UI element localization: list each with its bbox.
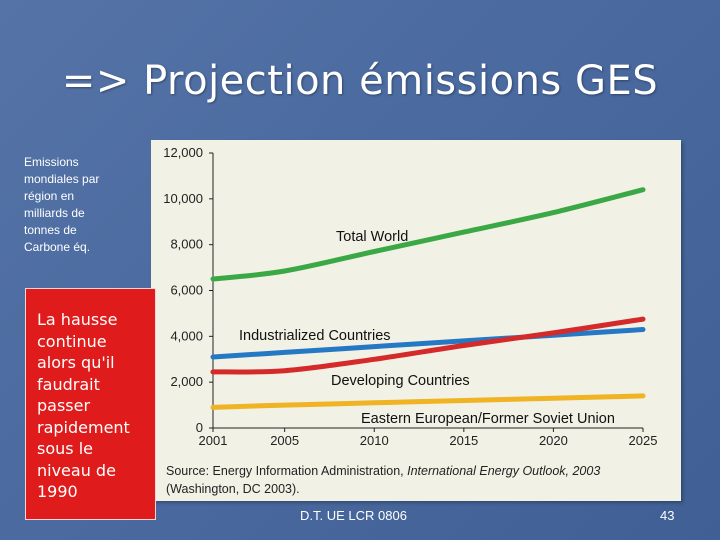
callout-line: faudrait (37, 374, 100, 394)
y-tick-label: 0 (196, 420, 203, 435)
side-note-line: mondiales par (24, 172, 100, 186)
y-tick-label: 6,000 (170, 283, 203, 298)
callout-line: rapidement (37, 417, 130, 437)
x-tick-label: 2010 (360, 433, 389, 448)
side-note: Emissions mondiales par région en millia… (24, 154, 124, 256)
y-tick-label: 2,000 (170, 374, 203, 389)
side-note-line: milliards de (24, 206, 85, 220)
side-note-line: tonnes de (24, 223, 77, 237)
x-tick-label: 2020 (539, 433, 568, 448)
x-tick-label: 2025 (629, 433, 658, 448)
y-tick-label: 10,000 (163, 191, 203, 206)
series-label-industrialized: Industrialized Countries (239, 328, 391, 344)
side-note-line: Carbone éq. (24, 240, 91, 254)
series-line-total-world (210, 187, 646, 282)
series-line-developing (210, 316, 646, 375)
series-line-industrialized (210, 327, 646, 360)
chart-source-line-2: (Washington, DC 2003). (166, 482, 300, 496)
chart-source-prefix: Source: Energy Information Administratio… (166, 464, 407, 478)
chart-source-italic: International Energy Outlook, 2003 (407, 464, 600, 478)
side-note-line: région en (24, 189, 75, 203)
callout-box: La hausse continue alors qu'il faudrait … (25, 288, 156, 520)
footer-course-code: D.T. UE LCR 0806 (300, 508, 407, 523)
callout-line: 1990 (37, 482, 78, 501)
series-line-eastern-european (210, 393, 646, 410)
y-tick-label: 12,000 (163, 145, 203, 160)
series-label-developing: Developing Countries (331, 373, 470, 389)
chart-panel: 0 2,000 4,000 6,000 8,000 10,000 12,000 2001 20… (151, 140, 681, 501)
callout-line: continue (37, 331, 107, 351)
y-axis: 0 2,000 4,000 6,000 8,000 10,000 12,000 (163, 145, 214, 435)
slide-title: => Projection émissions GES (61, 58, 659, 104)
x-tick-label: 2001 (199, 433, 228, 448)
x-tick-label: 2015 (449, 433, 478, 448)
series-label-eastern-european: Eastern European/Former Soviet Union (361, 411, 615, 427)
chart-source-line-1: Source: Energy Information Administratio… (166, 464, 600, 478)
series-lines (210, 187, 646, 410)
callout-line: niveau de (37, 460, 116, 480)
callout-line: La hausse (37, 310, 118, 329)
callout-line: alors qu'il (37, 353, 115, 372)
x-axis: 2001 2005 2010 2015 2020 2025 (199, 427, 658, 448)
series-label-total-world: Total World (336, 229, 408, 245)
side-note-line: Emissions (24, 155, 79, 169)
y-tick-label: 4,000 (170, 328, 203, 343)
callout-line: sous le (37, 439, 93, 458)
x-tick-label: 2005 (270, 433, 299, 448)
callout-line: passer (37, 396, 91, 415)
y-tick-label: 8,000 (170, 237, 203, 252)
footer-page-number: 43 (660, 508, 675, 523)
